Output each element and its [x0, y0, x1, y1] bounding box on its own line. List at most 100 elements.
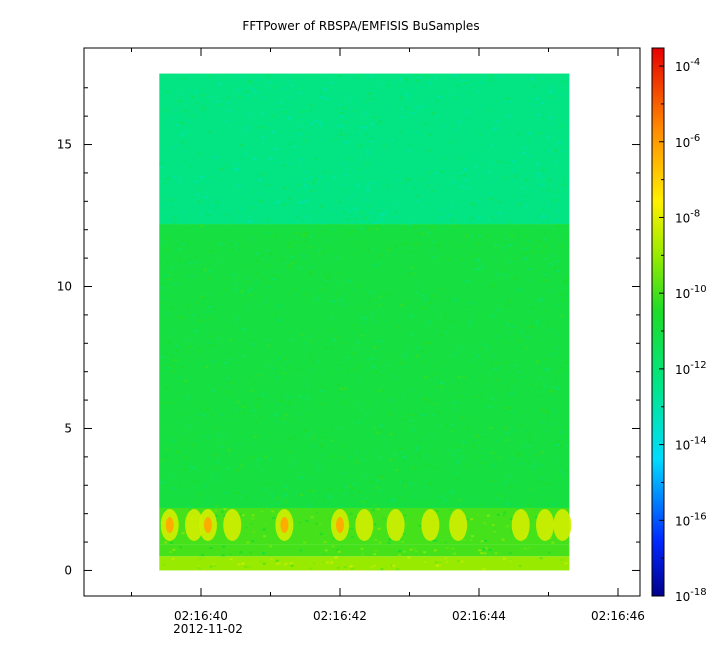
spectrogram-speckle	[544, 279, 548, 282]
spectrogram-speckle	[164, 251, 168, 254]
spectrogram-speckle	[272, 277, 276, 280]
spectrogram-speckle	[347, 525, 351, 528]
spectrogram-speckle	[454, 320, 458, 323]
spectrogram-speckle	[487, 171, 491, 174]
spectrogram-speckle	[538, 132, 541, 135]
spectrogram-speckle	[208, 130, 212, 133]
spectrogram-speckle	[210, 500, 213, 502]
spectrogram-speckle	[494, 552, 498, 555]
spectrogram-speckle	[261, 277, 265, 280]
spectrogram-speckle	[163, 182, 166, 185]
spectrogram-speckle	[242, 114, 246, 117]
spectrogram-speckle	[551, 409, 555, 412]
spectrogram-speckle	[233, 127, 237, 129]
spectrogram-speckle	[409, 473, 413, 476]
spectrogram-speckle	[236, 469, 239, 472]
spectrogram-speckle	[549, 196, 553, 199]
spectrogram-speckle	[164, 541, 168, 544]
spectrogram-speckle	[508, 331, 512, 334]
spectrogram-speckle	[480, 397, 484, 400]
spectrogram-speckle	[426, 185, 430, 188]
spectrogram-speckle	[445, 473, 449, 475]
spectrogram-speckle	[338, 271, 342, 274]
y-tick-label: 5	[64, 421, 72, 435]
spectrogram-speckle	[181, 153, 185, 156]
spectrogram-speckle	[391, 377, 395, 380]
spectrogram-speckle	[284, 500, 288, 503]
spectrogram-speckle	[560, 316, 564, 319]
spectrogram-speckle	[166, 202, 170, 205]
spectrogram-speckle	[393, 453, 396, 456]
spectrogram-speckle	[181, 317, 185, 320]
spectrogram-speckle	[516, 231, 520, 234]
spectrogram-speckle	[523, 547, 527, 550]
spectrogram-speckle	[288, 401, 292, 404]
spectrogram-speckle	[493, 356, 497, 358]
spectrogram-speckle	[312, 489, 316, 492]
spectrogram-speckle	[181, 146, 185, 149]
spectrogram-speckle	[347, 158, 351, 160]
spectrogram-speckle	[469, 256, 473, 258]
spectrogram-speckle	[220, 446, 224, 449]
spectrogram-speckle	[341, 488, 345, 491]
spectrogram-speckle	[298, 183, 302, 186]
spectrogram-speckle	[545, 377, 549, 380]
spectrogram-speckle	[507, 407, 511, 410]
spectrogram-speckle	[377, 474, 381, 477]
spectrogram-speckle	[227, 101, 231, 104]
spectrogram-speckle	[404, 484, 408, 487]
spectrogram-speckle	[191, 395, 195, 398]
spectrogram-speckle	[295, 75, 299, 78]
spectrogram-speckle	[172, 146, 176, 149]
spectrogram-speckle	[160, 165, 164, 168]
spectrogram-speckle	[391, 158, 395, 161]
spectrogram-speckle	[471, 351, 475, 354]
spectrogram-speckle	[178, 480, 182, 483]
colorbar-tick-label: 10-6	[675, 133, 700, 150]
spectrogram-speckle	[250, 285, 254, 288]
spectrogram-speckle	[349, 565, 353, 568]
spectrogram-speckle	[180, 366, 184, 369]
spectrogram-speckle	[385, 246, 389, 249]
spectrogram-speckle	[409, 548, 413, 551]
spectrogram-speckle	[351, 352, 355, 355]
spectrogram-speckle	[312, 332, 316, 335]
spectrogram-speckle	[520, 196, 524, 199]
spectrogram-speckle	[373, 387, 377, 390]
spectrogram-speckle	[200, 176, 204, 179]
spectrogram-speckle	[414, 292, 418, 294]
spectrogram-speckle	[225, 379, 229, 382]
spectrogram-speckle	[230, 291, 234, 294]
spectrogram-speckle	[372, 298, 376, 301]
spectrogram-speckle	[555, 372, 559, 374]
spectrogram-speckle	[461, 185, 465, 188]
spectrogram-speckle	[192, 466, 196, 469]
spectrogram-speckle	[246, 541, 250, 544]
spectrogram-speckle	[250, 321, 254, 324]
spectrogram-speckle	[360, 334, 364, 337]
spectrogram-speckle	[549, 95, 553, 98]
spectrogram-speckle	[251, 540, 255, 543]
spectrogram-speckle	[356, 76, 360, 79]
spectrogram-speckle	[238, 323, 241, 326]
spectrogram-speckle	[215, 433, 219, 436]
spectrogram-speckle	[172, 305, 176, 308]
spectrogram-speckle	[275, 376, 279, 379]
spectrogram-speckle	[255, 421, 259, 424]
spectrogram-speckle	[506, 386, 510, 389]
spectrogram-speckle	[166, 261, 170, 264]
spectrogram-speckle	[250, 456, 254, 459]
spectrogram-speckle	[517, 454, 521, 457]
spectrogram-speckle	[487, 125, 491, 128]
spectrogram-speckle	[211, 476, 214, 479]
spectrogram-speckle	[408, 143, 412, 146]
spectrogram-speckle	[540, 183, 544, 186]
spectrogram-speckle	[225, 391, 229, 393]
spectrogram-speckle	[239, 551, 243, 554]
spectrogram-speckle	[177, 221, 181, 224]
spectrogram-speckle	[285, 361, 289, 364]
spectrogram-speckle	[382, 213, 386, 216]
spectrogram-speckle	[302, 235, 306, 237]
spectrogram-speckle	[509, 269, 512, 271]
spectrogram-speckle	[494, 220, 498, 223]
